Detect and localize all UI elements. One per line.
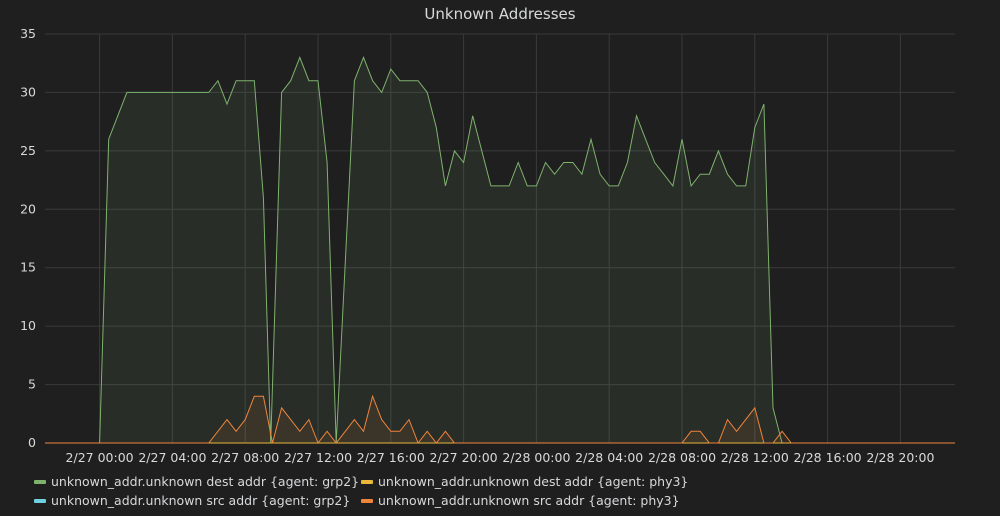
x-tick-label: 2/27 20:00 (430, 450, 498, 465)
chart-title: Unknown Addresses (424, 5, 576, 23)
chart-svg: 0 5 10 15 20 25 30 35 2/27 00:00 2/27 04:00 2/27 0… (20, 26, 955, 465)
y-tick-label: 20 (20, 201, 36, 216)
series-area-0 (45, 57, 955, 444)
y-tick-label: 35 (20, 26, 36, 41)
legend-label-src-grp2: unknown_addr.unknown src addr {agent: gr… (51, 493, 351, 508)
x-tick-label: 2/28 04:00 (575, 450, 643, 465)
legend-label-dest-grp2: unknown_addr.unknown dest addr {agent: g… (51, 474, 360, 489)
series-line-3 (45, 394, 955, 445)
x-tick-label: 2/28 20:00 (866, 450, 934, 465)
legend-swatch-dest-phy3 (361, 479, 373, 484)
series-line-0 (45, 56, 955, 444)
legend: unknown_addr.unknown dest addr {agent: g… (34, 472, 934, 510)
legend-label-dest-phy3: unknown_addr.unknown dest addr {agent: p… (378, 474, 689, 489)
legend-item-dest-phy3[interactable]: unknown_addr.unknown dest addr {agent: p… (361, 472, 688, 491)
x-tick-label: 2/28 12:00 (721, 450, 789, 465)
x-tick-label: 2/28 16:00 (794, 450, 862, 465)
legend-item-src-phy3[interactable]: unknown_addr.unknown src addr {agent: ph… (361, 491, 680, 510)
y-tick-label: 10 (20, 318, 36, 333)
legend-item-src-grp2[interactable]: unknown_addr.unknown src addr {agent: gr… (34, 491, 361, 510)
x-tick-label: 2/28 08:00 (648, 450, 716, 465)
y-tick-label: 0 (28, 435, 36, 450)
x-tick-label: 2/27 16:00 (357, 450, 425, 465)
legend-item-dest-grp2[interactable]: unknown_addr.unknown dest addr {agent: g… (34, 472, 361, 491)
legend-label-src-phy3: unknown_addr.unknown src addr {agent: ph… (378, 493, 680, 508)
x-tick-label: 2/27 04:00 (138, 450, 206, 465)
x-tick-label: 2/27 08:00 (211, 450, 279, 465)
y-tick-label: 15 (20, 260, 36, 275)
series-area-3 (45, 396, 955, 443)
y-tick-label: 5 (28, 377, 36, 392)
y-tick-label: 25 (20, 143, 36, 158)
x-tick-label: 2/28 00:00 (502, 450, 570, 465)
y-tick-label: 30 (20, 84, 36, 99)
x-tick-label: 2/27 12:00 (284, 450, 352, 465)
x-tick-label: 2/27 00:00 (66, 450, 134, 465)
legend-swatch-src-phy3 (361, 498, 373, 503)
legend-swatch-dest-grp2 (34, 479, 46, 484)
legend-swatch-src-grp2 (34, 498, 46, 503)
